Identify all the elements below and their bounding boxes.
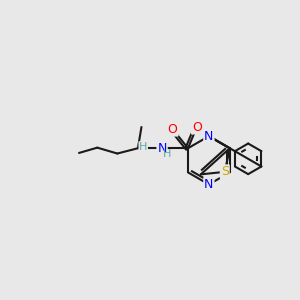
Text: N: N (204, 178, 214, 191)
Text: N: N (204, 130, 214, 143)
Text: H: H (163, 149, 172, 159)
Text: N: N (158, 142, 167, 155)
Text: S: S (221, 165, 229, 178)
Text: O: O (168, 123, 178, 136)
Text: H: H (139, 142, 147, 152)
Text: O: O (192, 121, 202, 134)
